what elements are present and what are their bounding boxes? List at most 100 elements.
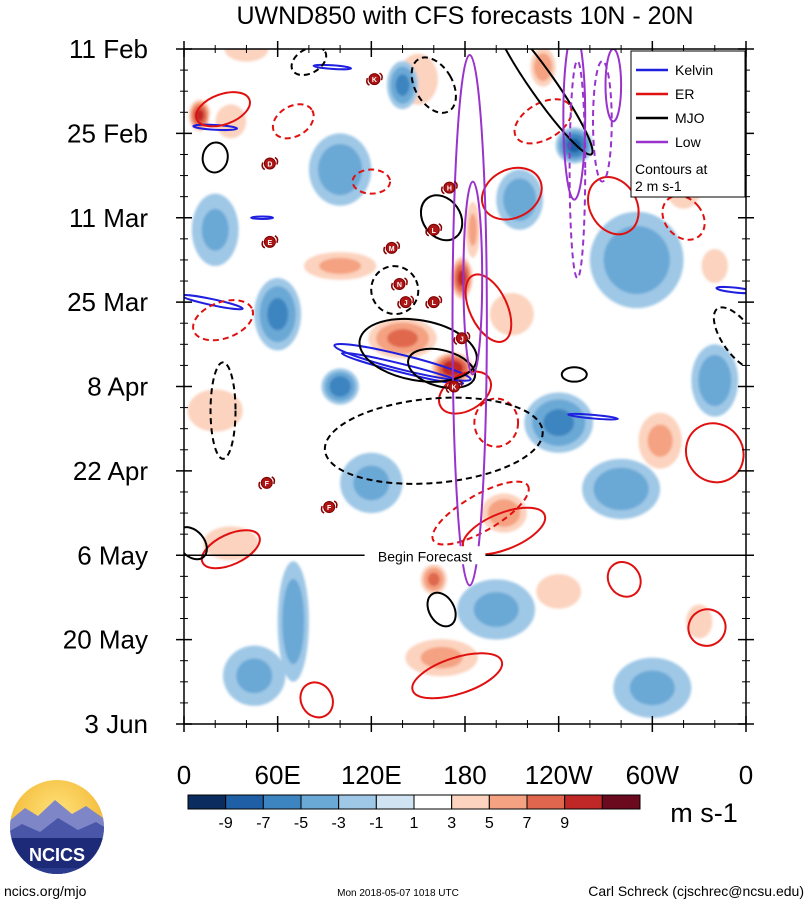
storm-marker-5-tail-bottom — [383, 246, 388, 255]
contour-mjo-35 — [323, 396, 544, 485]
footer-site[interactable]: ncics.org/mjo — [4, 883, 87, 899]
colorbar-tick-8: 7 — [523, 815, 532, 832]
anomaly-19 — [519, 561, 598, 622]
anomaly-21-level-3 — [567, 138, 582, 153]
footer-timestamp: Mon 2018-05-07 1018 UTC — [337, 888, 459, 899]
colorbar-tick-9: 9 — [560, 815, 569, 832]
storm-marker-2-tail-bottom — [261, 240, 266, 249]
anomaly-23 — [308, 133, 372, 206]
legend-contour-note-2: 2 m s-1 — [635, 178, 682, 194]
y-tick-label-4: 8 Apr — [87, 372, 148, 402]
storm-marker-4-tail-bottom — [425, 228, 430, 237]
wave-contours — [184, 49, 746, 719]
contour-low-46 — [592, 60, 613, 183]
anomaly-17-level-1 — [701, 248, 729, 284]
colorbar-tick-4: -1 — [369, 815, 383, 832]
contour-mjo-29 — [492, 49, 594, 156]
colorbar-swatch-5 — [375, 794, 415, 810]
storm-marker-3-tail-bottom — [440, 186, 445, 195]
chart-title: UWND850 with CFS forecasts 10N - 20N — [236, 2, 693, 30]
storm-marker-0-tail-top — [379, 72, 383, 81]
anomaly-33-level-1 — [201, 208, 229, 251]
contour-low-45 — [568, 60, 587, 280]
anomaly-29-level-1 — [282, 578, 305, 665]
anomaly-34-level-1 — [353, 465, 390, 501]
anomaly-8 — [527, 49, 559, 92]
anomaly-23-level-1 — [318, 143, 363, 196]
storm-marker-0-tail-bottom — [366, 77, 370, 86]
colorbar-swatch-3 — [300, 794, 340, 810]
anomaly-30 — [457, 579, 536, 640]
colorbar: -9 -7 -5 -3 -1 1 3 5 7 9 — [187, 794, 641, 832]
storm-marker-1: D — [261, 156, 279, 171]
storm-marker-8: L — [425, 295, 443, 309]
x-tick-label-1: 60E — [255, 760, 301, 790]
storm-marker-1-disc — [263, 157, 276, 170]
anomaly-36-level-1 — [236, 658, 273, 694]
anomaly-2-level-4 — [457, 269, 467, 287]
contour-mjo-30 — [419, 194, 464, 242]
contour-kelvin-3 — [192, 123, 239, 132]
y-tick-label-1: 25 Feb — [67, 118, 148, 148]
anomaly-25-level-2 — [329, 376, 351, 397]
storm-marker-10-tail-bottom — [445, 385, 450, 394]
contour-er-8 — [481, 166, 543, 221]
anomaly-12-level-3 — [427, 572, 440, 587]
storm-marker-12: F — [320, 500, 338, 514]
colorbar-tick-1: -7 — [256, 815, 270, 832]
contour-er-18 — [687, 608, 727, 647]
contour-mjo-27 — [358, 317, 478, 383]
anomaly-10-level-1 — [224, 49, 269, 62]
x-tick-label-5: 60W — [626, 760, 680, 790]
anomaly-30-level-1 — [473, 592, 519, 627]
anomaly-28-level-1 — [503, 178, 537, 221]
anomaly-34 — [340, 452, 403, 514]
storm-marker-12-tail-top — [333, 500, 338, 509]
storm-marker-7-tail-bottom — [397, 300, 402, 309]
y-tick-label-7: 20 May — [63, 625, 148, 655]
anomaly-20-level-1 — [685, 604, 713, 639]
storm-marker-9-disc — [455, 332, 468, 345]
storm-marker-10: K — [445, 379, 463, 394]
contour-mjo-40 — [290, 49, 328, 77]
storm-marker-11-tail-top — [271, 476, 276, 485]
anomaly-11-level-2 — [487, 499, 521, 527]
x-tick-label-2: 120E — [341, 760, 402, 790]
contour-mjo-31 — [201, 141, 229, 174]
contour-er-26 — [473, 397, 520, 448]
anomaly-15-level-1 — [203, 526, 259, 561]
anomaly-16-level-2 — [647, 424, 673, 457]
contour-er-22 — [431, 480, 530, 546]
colorbar-swatch-8 — [488, 794, 528, 810]
contour-mjo-28 — [407, 347, 477, 390]
anomaly-3-level-2 — [468, 213, 477, 246]
storm-marker-6-tail-bottom — [391, 282, 395, 291]
contour-low-42 — [462, 180, 484, 376]
colorbar-swatch-7 — [451, 794, 490, 810]
colorbar-swatch-6 — [413, 794, 453, 810]
anomaly-1-level-3 — [387, 329, 418, 348]
storm-marker-9-tail-top — [466, 331, 471, 340]
anomaly-13 — [394, 633, 489, 682]
contour-kelvin-6 — [715, 285, 746, 295]
colorbar-swatch-0 — [187, 794, 227, 810]
ncics-logo: NCICS — [10, 780, 104, 874]
storm-marker-9: J — [453, 331, 471, 345]
storm-marker-8-tail-top — [438, 295, 443, 304]
x-tick-label-0: 0 — [177, 760, 191, 790]
anomaly-31 — [582, 458, 661, 520]
anomaly-37 — [613, 657, 692, 718]
anomaly-14-level-1 — [187, 389, 243, 432]
y-tick-label-3: 25 Mar — [67, 287, 148, 317]
contour-mjo-34 — [426, 591, 457, 628]
contour-er-14 — [200, 529, 261, 570]
contour-kelvin-1 — [340, 351, 465, 386]
storm-marker-4-disc — [427, 223, 440, 236]
anomaly-28 — [496, 169, 544, 230]
anomaly-32-level-1 — [698, 354, 732, 407]
contour-er-12 — [411, 652, 504, 700]
contour-er-15 — [299, 681, 334, 719]
contour-er-25 — [661, 194, 706, 241]
anomaly-8-level-2 — [534, 53, 553, 81]
